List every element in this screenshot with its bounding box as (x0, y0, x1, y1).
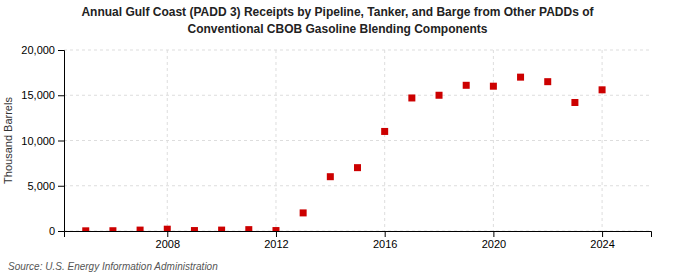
tick-label: 10,000 (21, 135, 55, 147)
point (463, 82, 470, 89)
tick: 5,000 (27, 180, 64, 192)
tick-mark (493, 231, 494, 237)
point (137, 227, 144, 231)
tick-label: 2020 (482, 238, 506, 250)
tick-label: 15,000 (21, 89, 55, 101)
points (82, 74, 605, 231)
tick: 0 (49, 225, 64, 237)
tick: 2012 (264, 231, 288, 250)
point (109, 227, 116, 231)
point (218, 227, 225, 231)
tick-mark (385, 231, 386, 237)
tick-label: 2012 (264, 238, 288, 250)
tick-label: 2008 (156, 238, 180, 250)
source: Source: U.S. Energy Information Administ… (8, 261, 218, 272)
tick: 2020 (482, 231, 506, 250)
tick: 15,000 (21, 89, 64, 101)
tick-mark (167, 231, 168, 237)
tick-mark (58, 50, 64, 51)
tick-label: 20,000 (21, 44, 55, 56)
tick-label: 2024 (590, 238, 614, 250)
tick-label: 5,000 (27, 180, 55, 192)
tick-mark (58, 95, 64, 96)
grid-line (602, 50, 603, 231)
x-axis: 2008 2012 2016 2020 2024 (65, 231, 652, 250)
tick-label: 2016 (373, 238, 397, 250)
tick: 2008 (156, 231, 180, 250)
grid-line (275, 50, 276, 231)
point (599, 86, 606, 93)
point (544, 78, 551, 85)
tick-mark (58, 231, 64, 232)
tick-mark (58, 186, 64, 187)
grid (64, 50, 651, 231)
grid-line (64, 140, 651, 141)
point (517, 74, 524, 81)
title: Annual Gulf Coast (PADD 3) Receipts by P… (81, 5, 594, 19)
point (272, 227, 279, 231)
grid-line (64, 95, 651, 96)
grid-line (493, 50, 494, 231)
tick-label: 0 (49, 225, 55, 237)
point (327, 173, 334, 180)
chart: Annual Gulf Coast (PADD 3) Receipts by P… (0, 0, 675, 275)
tick-mark (58, 141, 64, 142)
point (436, 92, 443, 99)
grid-line (167, 50, 168, 231)
tick-mark (602, 231, 603, 237)
tick: 10,000 (21, 135, 64, 147)
axis-line (65, 232, 652, 238)
point (490, 83, 497, 90)
axis-line (58, 51, 65, 232)
point (82, 227, 89, 231)
grid-line (384, 50, 385, 231)
tick: 20,000 (21, 44, 64, 56)
y-axis: 0 5,000 10,000 15,000 20,000 (21, 44, 64, 237)
tick: 2024 (590, 231, 614, 250)
grid-line (64, 50, 651, 51)
subtitle: Conventional CBOB Gasoline Blending Comp… (187, 22, 487, 36)
point (408, 94, 415, 101)
grid-line (64, 185, 651, 186)
y-axis-label: Thousand Barrels (2, 97, 14, 184)
plot-area: 2008 2012 2016 2020 2024 0 5,000 10,000 15,000 20… (2, 44, 652, 250)
point (354, 164, 361, 171)
point (245, 226, 252, 231)
tick-mark (276, 231, 277, 237)
point (300, 209, 307, 216)
tick: 2016 (373, 231, 397, 250)
point (164, 226, 171, 231)
point (381, 128, 388, 135)
point (191, 227, 198, 231)
point (571, 99, 578, 106)
